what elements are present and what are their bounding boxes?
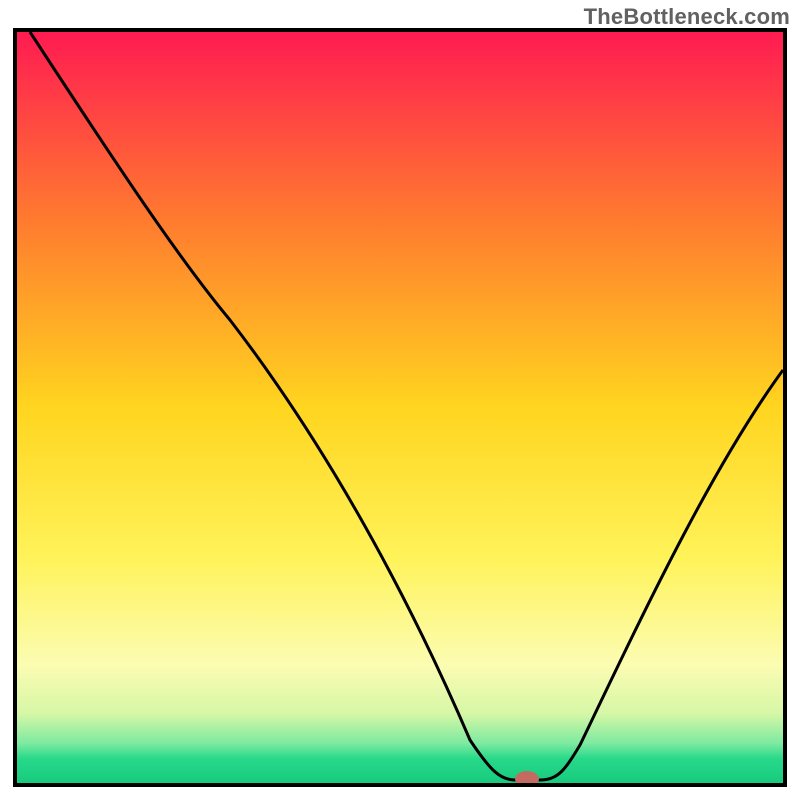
bottleneck-chart: [0, 0, 800, 800]
chart-frame: TheBottleneck.com: [0, 0, 800, 800]
watermark-text: TheBottleneck.com: [584, 4, 790, 30]
plot-background: [15, 30, 785, 785]
